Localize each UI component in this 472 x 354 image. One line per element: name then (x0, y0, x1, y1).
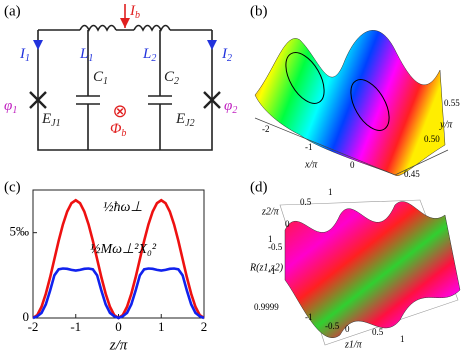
x-tick-label: -2 (28, 319, 39, 334)
axis-label: z2/π (261, 206, 280, 217)
label-main: I (221, 46, 228, 62)
panel-label: (b) (250, 3, 268, 19)
circuit: ⊗ (29, 4, 221, 151)
axis (254, 117, 449, 176)
arrow-head (33, 40, 217, 50)
series-label: ½ħω⊥ (103, 200, 143, 215)
label-main: L (142, 46, 151, 62)
panel-label: (d) (250, 179, 268, 195)
x-tick-label: 2 (201, 319, 208, 334)
label-main: φ (4, 98, 12, 114)
series-label: ½Mω⊥²X₀² (90, 242, 157, 257)
axis-label: R(z1,z2) (249, 262, 284, 273)
label-sub: J1 (51, 118, 60, 129)
label-sub: b (135, 10, 140, 21)
inductor (79, 24, 117, 32)
surface-b (254, 30, 449, 177)
tick-label: 0.5 (372, 327, 384, 337)
label-main: C (93, 69, 104, 85)
tick-label: 0 (350, 160, 355, 170)
label-sub: 1 (12, 105, 17, 116)
label-sub: 2 (174, 76, 179, 87)
wire (37, 29, 213, 151)
tick-label: -1 (305, 312, 313, 322)
tick-label: 1 (268, 234, 273, 244)
circuit-label: EJ2 (175, 111, 195, 129)
label-main: L (79, 46, 88, 62)
label-main: Φ (110, 121, 122, 137)
tick-label: -1 (305, 142, 313, 152)
inductor (133, 24, 171, 32)
axis-label: z1/π (344, 339, 363, 350)
tick-label: 0 (285, 219, 290, 229)
label-sub: 1 (25, 53, 30, 64)
circuit-label: I2 (221, 46, 232, 64)
x-axis-label: z/π (109, 337, 128, 353)
capacitor (76, 30, 100, 150)
label-sub: 2 (232, 105, 237, 116)
circuit-label: φ2 (224, 98, 237, 116)
x-tick-label: 1 (158, 319, 165, 334)
label-sub: 2 (151, 53, 156, 64)
circuit-label: C2 (164, 69, 179, 87)
label-main: E (175, 111, 185, 127)
tick-label: 1 (400, 334, 405, 344)
y-tick-label: 5‰ (10, 224, 30, 239)
circuit-label: L2 (142, 46, 156, 64)
tick-label: 0.50 (424, 134, 440, 144)
tick-label: 0 (345, 324, 350, 334)
label-main: I (19, 46, 26, 62)
capacitor (148, 30, 172, 150)
axis-label: x/π (304, 159, 318, 170)
contour (285, 52, 325, 104)
circuit-label: L1 (79, 46, 93, 64)
junction (29, 91, 221, 109)
tick-label: 0.5 (300, 197, 312, 207)
flux-symbol: ⊗ (112, 101, 127, 121)
label-sub: 2 (227, 53, 232, 64)
circuit-label: φ1 (4, 98, 17, 116)
tick-label: -0.5 (268, 242, 283, 252)
label-sub: b (121, 128, 126, 139)
chart: -2 -1 0 1 2 0 5‰ z/π ½ħω⊥ ½Mω⊥²X₀² (10, 189, 208, 353)
arrow-head (120, 18, 130, 28)
circuit-label: Ib (129, 3, 140, 21)
tick-label: 0.55 (444, 98, 460, 108)
tick-label: 1 (328, 187, 333, 197)
y-tick-label: 0 (23, 309, 30, 324)
label-sub: 1 (103, 76, 108, 87)
axis-label: y/π (439, 119, 453, 130)
line (32, 267, 205, 320)
label-sub: J2 (185, 118, 194, 129)
tick-label: -0.5 (325, 321, 340, 331)
circuit-label: C1 (93, 69, 108, 87)
panel-label: (a) (4, 3, 21, 19)
circuit-label: Φb (110, 121, 126, 139)
tick-label: 0.9999 (254, 302, 279, 312)
tick-label: -2 (262, 124, 270, 134)
panel-label: (c) (4, 179, 21, 195)
x-tick-label: 0 (115, 319, 122, 334)
line (32, 198, 205, 320)
label-main: E (41, 111, 51, 127)
label-main: φ (224, 98, 232, 114)
label-main: I (129, 3, 136, 19)
contour (350, 79, 390, 131)
circuit-label: EJ1 (41, 111, 61, 129)
label-sub: 1 (88, 53, 93, 64)
x-tick-label: -1 (70, 319, 81, 334)
circuit-label: I1 (19, 46, 30, 64)
tick-label: -1 (268, 266, 276, 276)
surface-d (279, 199, 461, 346)
surface (254, 30, 446, 177)
surface (284, 201, 461, 338)
label-main: C (164, 69, 175, 85)
tick-label: 0.45 (404, 169, 420, 179)
